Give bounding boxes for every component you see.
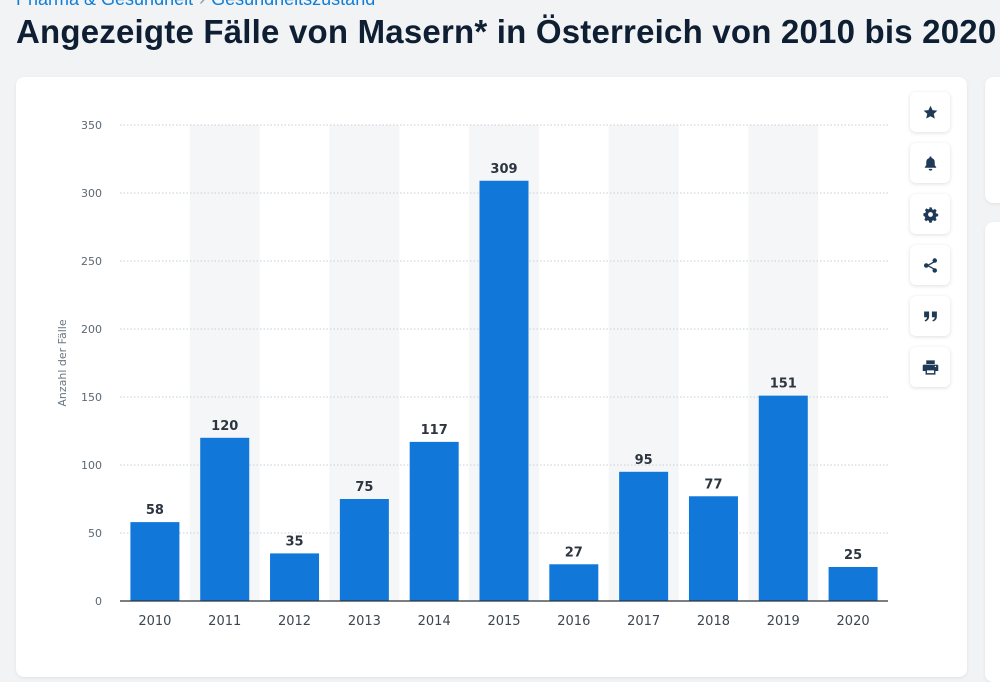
- breadcrumb-link-gesundheitszustand[interactable]: Gesundheitszustand: [211, 0, 375, 9]
- breadcrumb: Pharma & Gesundheit › Gesundheitszustand: [16, 0, 375, 10]
- bar: [549, 564, 599, 601]
- chart-toolbar: [910, 92, 952, 398]
- bar: [619, 471, 669, 601]
- breadcrumb-separator: ›: [199, 0, 205, 9]
- cite-button[interactable]: [910, 296, 950, 336]
- side-panel-top: [985, 77, 1000, 203]
- x-tick-label: 2017: [627, 614, 660, 629]
- x-tick-label: 2019: [767, 614, 800, 629]
- x-tick-label: 2014: [418, 614, 451, 629]
- gear-icon: [922, 206, 938, 223]
- x-tick-label: 2010: [138, 614, 171, 629]
- bar: [130, 522, 180, 601]
- y-tick-label: 250: [81, 255, 102, 268]
- data-label: 95: [635, 453, 653, 468]
- data-label: 151: [770, 377, 797, 392]
- bar: [828, 567, 878, 601]
- bar-chart: 0 50 100 150 200 250 300 350 Anzahl der Fälle 58 2…: [56, 119, 888, 629]
- bar: [479, 180, 529, 601]
- y-tick-label: 200: [81, 323, 102, 336]
- bar: [758, 395, 808, 601]
- x-tick-label: 2020: [837, 614, 870, 629]
- data-label: 309: [490, 162, 517, 177]
- y-tick-label: 50: [88, 527, 102, 540]
- data-label: 117: [421, 423, 448, 438]
- share-button[interactable]: [910, 245, 950, 285]
- bar: [339, 499, 389, 601]
- alert-button[interactable]: [910, 143, 950, 183]
- bar: [409, 441, 459, 601]
- data-label: 25: [844, 548, 862, 563]
- bell-icon: [924, 155, 936, 171]
- x-tick-label: 2011: [208, 614, 241, 629]
- y-tick-label: 0: [95, 595, 102, 608]
- breadcrumb-link-pharma[interactable]: Pharma & Gesundheit: [16, 0, 193, 9]
- star-icon: [923, 105, 937, 119]
- data-label: 77: [704, 477, 722, 492]
- share-icon: [923, 257, 937, 273]
- printer-icon: [922, 359, 938, 375]
- x-tick-label: 2012: [278, 614, 311, 629]
- print-button[interactable]: [910, 347, 950, 387]
- y-tick-label: 100: [81, 459, 102, 472]
- data-label: 120: [211, 419, 238, 434]
- page-title: Angezeigte Fälle von Masern* in Österrei…: [16, 13, 997, 50]
- data-label: 58: [146, 503, 164, 518]
- quote-icon: [923, 311, 937, 321]
- favorite-button[interactable]: [910, 92, 950, 132]
- y-tick-label: 150: [81, 391, 102, 404]
- data-label: 75: [355, 480, 373, 495]
- x-tick-label: 2013: [348, 614, 381, 629]
- chart-card: 0 50 100 150 200 250 300 350 Anzahl der Fälle 58 2…: [16, 77, 967, 677]
- x-tick-label: 2015: [487, 614, 520, 629]
- y-tick-label: 350: [81, 119, 102, 132]
- y-tick-label: 300: [81, 187, 102, 200]
- data-label: 35: [285, 534, 303, 549]
- side-panel-bottom: [985, 222, 1000, 682]
- data-label: 27: [565, 545, 583, 560]
- x-tick-label: 2018: [697, 614, 730, 629]
- y-axis-label: Anzahl der Fälle: [56, 319, 69, 406]
- x-tick-label: 2016: [557, 614, 590, 629]
- bar: [200, 437, 250, 601]
- bar: [688, 496, 738, 601]
- bar: [270, 553, 320, 601]
- settings-button[interactable]: [910, 194, 950, 234]
